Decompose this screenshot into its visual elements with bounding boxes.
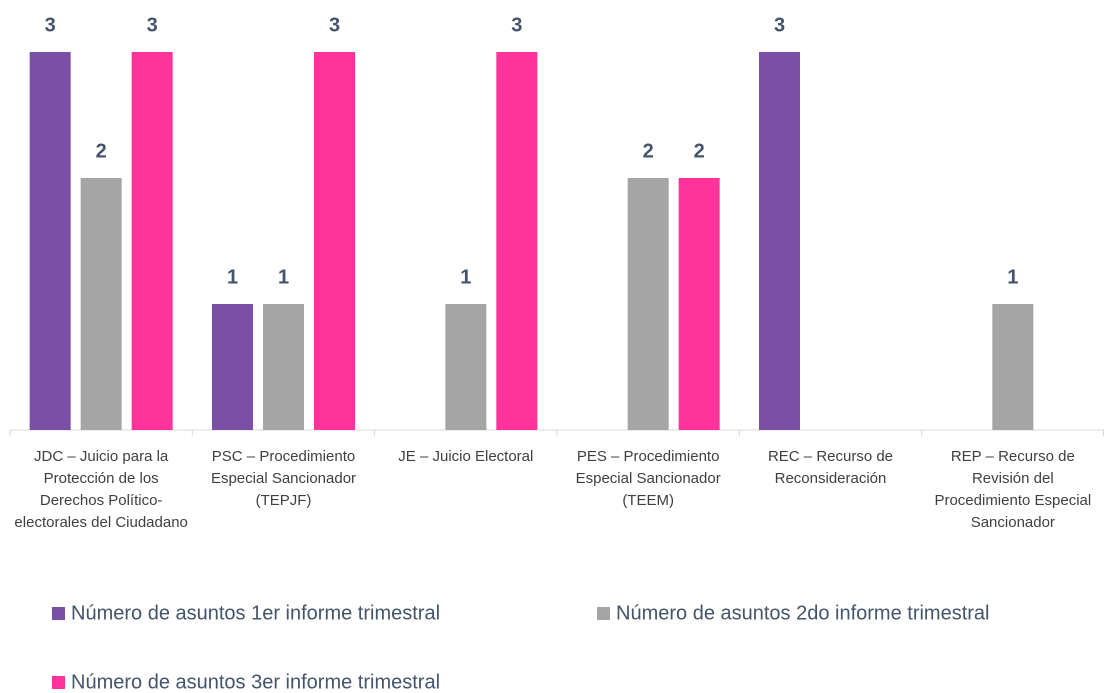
bar [992,304,1034,430]
data-label: 2 [694,140,705,162]
legend-label: Número de asuntos 3er informe trimestral [71,671,440,693]
bar [678,178,720,430]
x-tick-label: PES – Procedimiento Especial Sancionador… [575,448,721,509]
bar [445,304,487,430]
data-label: 1 [460,266,471,288]
legend-label: Número de asuntos 1er informe trimestral [71,602,440,624]
bar [212,304,253,430]
data-label: 2 [643,140,654,162]
bar [496,52,538,430]
data-label: 1 [1007,266,1018,288]
x-tick-label: JDC – Juicio para la Protección de los D… [14,448,188,531]
bar [314,52,355,430]
data-label: 2 [96,140,107,162]
data-label: 1 [278,266,289,288]
bar [80,178,122,430]
legend-swatch [52,607,65,620]
x-tick-label: JE – Juicio Electoral [398,448,534,465]
legend-swatch [597,607,610,620]
bar [263,304,304,430]
data-label: 3 [45,14,56,36]
legend-swatch [52,676,65,689]
data-label: 3 [329,14,340,36]
bar [131,52,173,430]
x-tick-label: PSC – Procedimiento Especial Sancionador… [210,448,357,509]
bar [627,178,669,430]
data-label: 3 [774,14,785,36]
data-label: 1 [227,266,238,288]
x-tick-label: REP – Recurso de Revisión del Procedimie… [934,448,1092,531]
bar [29,52,71,430]
legend-label: Número de asuntos 2do informe trimestral [616,602,990,624]
bar [759,52,800,430]
x-tick-label: REC – Recurso de Reconsideración [767,448,894,487]
data-label: 3 [147,14,158,36]
data-label: 3 [511,14,522,36]
